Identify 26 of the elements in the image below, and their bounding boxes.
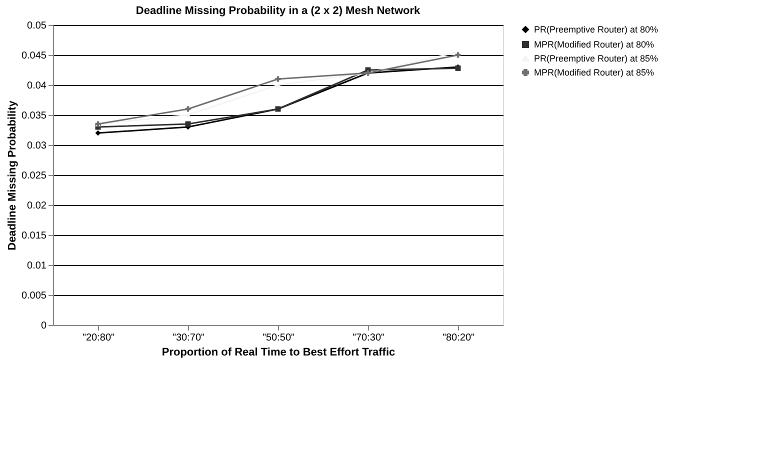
y-tick-label: 0.01 (27, 260, 47, 272)
y-tick-label: 0.03 (27, 140, 47, 152)
y-tick-label: 0 (40, 320, 47, 332)
x-tick-label: "80:20" (442, 332, 476, 344)
y-tick-label: 0.05 (27, 20, 47, 32)
x-axis-title: Proportion of Real Time to Best Effort Traffic (162, 346, 396, 358)
y-tick-label: 0.005 (21, 290, 47, 302)
point (95, 130, 101, 136)
legend-label: MPR(Modified Router) at 80% (534, 40, 654, 50)
legend-label: PR(Preemptive Router) at 85% (534, 54, 658, 64)
y-tick-label: 0.035 (21, 110, 47, 122)
chart-title: Deadline Missing Probability in a (2 x 2) Mesh Network (136, 5, 421, 17)
y-axis-title: Deadline Missing Probability (6, 100, 18, 250)
x-tick-label: "30:70" (172, 332, 206, 344)
y-tick-label: 0.045 (21, 50, 47, 62)
legend-label: MPR(Modified Router) at 85% (534, 68, 654, 78)
y-tick-label: 0.015 (21, 230, 47, 242)
y-tick-label: 0.02 (27, 200, 47, 212)
point (275, 82, 281, 88)
x-tick-label: "20:80" (82, 332, 116, 344)
y-tick-label: 0.025 (21, 170, 47, 182)
x-tick-label: "70:30" (352, 332, 386, 344)
legend-label: PR(Preemptive Router) at 80% (534, 24, 658, 34)
y-tick-label: 0.04 (27, 80, 47, 92)
point (185, 112, 191, 118)
x-tick-label: "50:50" (262, 332, 296, 344)
